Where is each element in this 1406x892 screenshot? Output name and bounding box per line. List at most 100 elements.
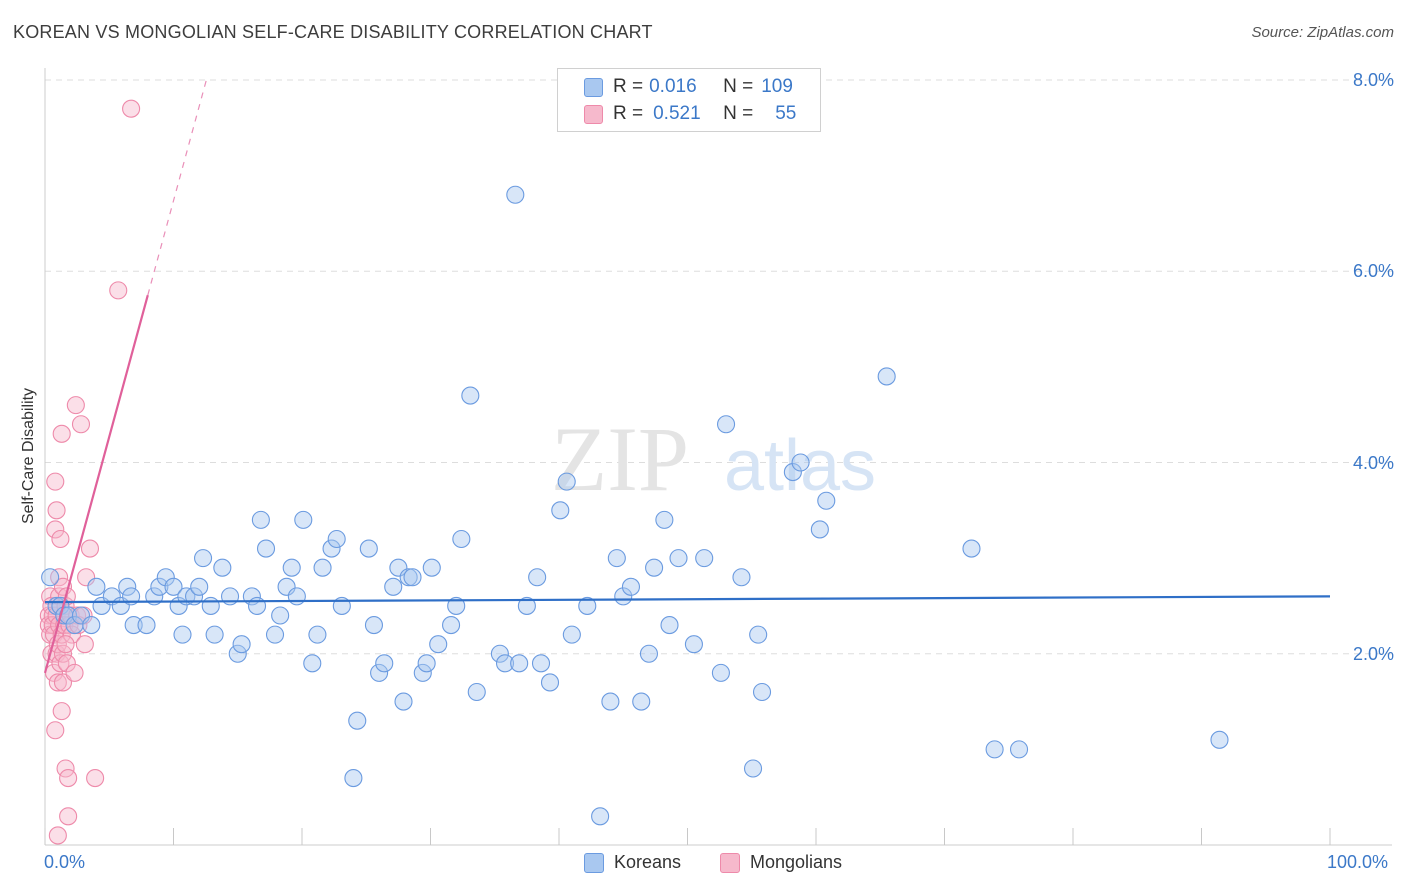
koreans-point [562, 625, 581, 644]
mongolians-swatch [584, 104, 603, 124]
koreans-point [287, 587, 306, 606]
legend-n-value: 109 [761, 76, 793, 97]
koreans-point [348, 711, 367, 730]
mongolians-point [65, 663, 84, 682]
y-tick-label: 6.0% [1352, 261, 1394, 282]
koreans-point [375, 654, 394, 673]
mongolians-trend-extension [147, 79, 207, 296]
koreans-point [205, 625, 224, 644]
mongolians-point [66, 396, 85, 415]
koreans-point [173, 625, 192, 644]
axes [44, 68, 1392, 846]
mongolians-points [39, 99, 141, 845]
koreans-point [669, 549, 688, 568]
mongolians-point [80, 539, 100, 558]
mongolians-point [59, 769, 78, 788]
mongolians-point [57, 654, 76, 673]
koreans-point [303, 654, 322, 673]
legend-r-label: R = [613, 103, 644, 124]
koreans-swatch [584, 77, 603, 97]
mongolians-trend-line [43, 294, 149, 674]
koreans-point [150, 577, 169, 596]
koreans-point [810, 520, 829, 539]
x-tick-label-min: 0.0% [44, 852, 86, 872]
koreans-point [601, 692, 620, 711]
mongolians-point [122, 99, 141, 118]
koreans-point [621, 577, 641, 596]
koreans-point [639, 644, 659, 663]
koreans-point [413, 663, 432, 682]
mongolians-point [86, 769, 105, 788]
koreans-trend-line [44, 595, 1331, 604]
koreans-point [403, 568, 422, 587]
trend-lines [43, 79, 1331, 674]
chart-title: KOREAN VS MONGOLIAN SELF-CARE DISABILITY… [13, 22, 653, 42]
koreans-point [327, 529, 346, 549]
koreans-point [557, 472, 576, 491]
mongolians-point [48, 673, 67, 692]
koreans-point [394, 692, 413, 711]
gridlines [45, 79, 1392, 655]
koreans-point [817, 491, 836, 510]
watermark-atlas: atlas [724, 426, 876, 506]
koreans-point [442, 616, 461, 635]
koreans-point [322, 539, 341, 558]
koreans-point [510, 654, 529, 673]
koreans-point [384, 577, 403, 596]
koreans-point [190, 577, 209, 596]
legend-row-mongolians: R = 0.521 N = 55 [558, 101, 796, 127]
koreans-point [247, 596, 267, 615]
mongolians-point [59, 807, 78, 826]
koreans-point [87, 577, 106, 596]
mongolians-point [71, 415, 91, 434]
koreans-point [461, 386, 480, 405]
mongolians-point [75, 635, 94, 654]
legend-r-value: 0.016 [649, 76, 697, 97]
legend-row-koreans: R = 0.016 N = 109 [558, 74, 793, 100]
koreans-point [41, 568, 60, 587]
koreans-point [578, 596, 597, 615]
koreans-point [308, 625, 327, 644]
koreans-point [684, 635, 703, 654]
koreans-point [452, 529, 471, 549]
koreans-point [156, 568, 175, 587]
koreans-point [490, 644, 509, 663]
koreans-point [124, 616, 143, 635]
koreans-point [645, 558, 664, 577]
koreans-point [251, 510, 270, 529]
koreans-point [232, 635, 251, 654]
koreans-point [399, 568, 418, 587]
koreans-point [711, 663, 730, 682]
koreans-point [791, 453, 810, 472]
koreans-point [429, 635, 448, 654]
koreans-point [447, 596, 466, 615]
bottom-legend-mongolians: Mongolians [720, 852, 842, 873]
mongolians-point [47, 501, 66, 520]
y-tick-label: 8.0% [1352, 70, 1394, 90]
mongolians-point [52, 702, 71, 721]
koreans-points [41, 185, 1229, 826]
koreans-point [256, 539, 276, 558]
stats-legend: R = 0.016 N = 109 R = 0.521 N = 55 [557, 68, 821, 132]
mongolians-legend-swatch [720, 852, 740, 873]
x-tick-label-max: 100.0% [1327, 852, 1389, 872]
koreans-point [551, 501, 570, 520]
koreans-point [164, 577, 183, 596]
koreans-point [985, 740, 1004, 759]
mongolians-point [46, 472, 65, 491]
mongolians-point [46, 520, 65, 539]
koreans-point [271, 606, 290, 625]
mongolians-point [51, 529, 70, 549]
koreans-point [370, 663, 389, 682]
koreans-point [201, 596, 220, 615]
koreans-point [607, 549, 626, 568]
mongolians-point [56, 635, 75, 654]
koreans-point [660, 616, 679, 635]
koreans-point [137, 616, 156, 635]
legend-r-label: R = [613, 76, 644, 97]
koreans-point [213, 558, 232, 577]
koreans-point [82, 616, 101, 635]
koreans-point [265, 625, 285, 644]
mongolians-point [48, 826, 67, 845]
source-note: Source: ZipAtlas.com [1251, 24, 1394, 41]
